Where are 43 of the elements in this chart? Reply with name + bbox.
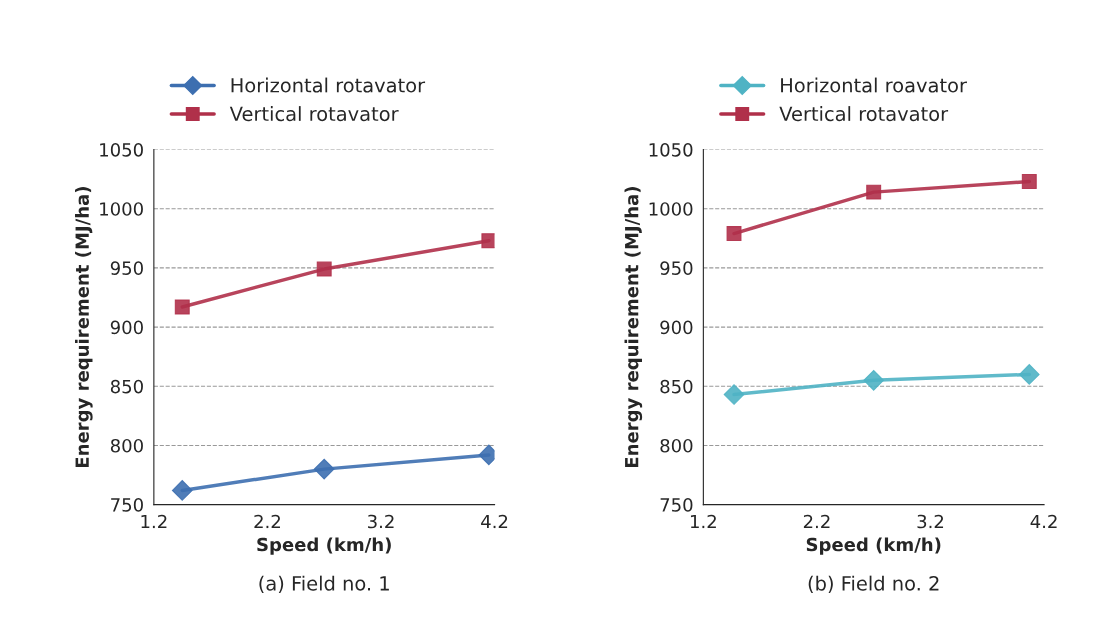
y-tick-label: 750 [111,498,143,512]
x-tick-label: 1.2 [690,514,716,529]
legend-label: Vertical rotavator [779,106,949,122]
x-tick-label: 2.2 [803,514,830,529]
y-tick-label: 950 [660,261,693,276]
x-axis-title: Speed (km/h) [806,537,941,555]
text: (b) Field no. 2 [808,575,939,593]
y-tick-label: 900 [660,320,693,335]
point [1018,364,1040,385]
point [313,458,335,480]
y-tick-label: 950 [110,261,143,276]
y-tick-label: 750 [660,498,693,512]
point [1021,174,1037,189]
legend-label: Horizontal roavator [781,77,967,93]
point [481,233,495,249]
text: (a) Field no. 1 [259,575,389,593]
x-tick-label: 3.2 [917,514,944,529]
point [726,226,742,242]
y-axis-title: Energy requirement (MJ/ha) [624,187,643,468]
y-tick-label: 1050 [100,142,143,157]
point [866,184,882,200]
legend-label: Vertical rotavator [229,106,399,122]
x-axis-title: Speed (km/h) [257,537,391,555]
point [171,480,193,501]
y-tick-label: 850 [110,379,143,394]
x-tick-label: 1.2 [141,514,167,529]
y-tick-label: 900 [110,320,143,335]
y-tick-label: 1000 [649,202,693,216]
x-tick-label: 4.2 [1030,514,1057,529]
y-tick-label: 800 [110,438,143,453]
y-tick-label: 1050 [649,142,693,157]
point [316,261,332,277]
legend-label: Horizontal rotavator [231,77,426,93]
y-tick-label: 850 [660,379,693,394]
x-tick-label: 3.2 [368,514,394,529]
y-axis-title: Energy requirement (MJ/ha) [75,187,93,468]
y-tick-label: 1000 [100,202,143,216]
point [723,384,745,405]
y-tick-label: 800 [660,438,693,453]
x-tick-label: 4.2 [481,514,508,529]
point [863,370,885,391]
point [174,299,190,315]
x-tick-label: 2.2 [254,514,280,529]
